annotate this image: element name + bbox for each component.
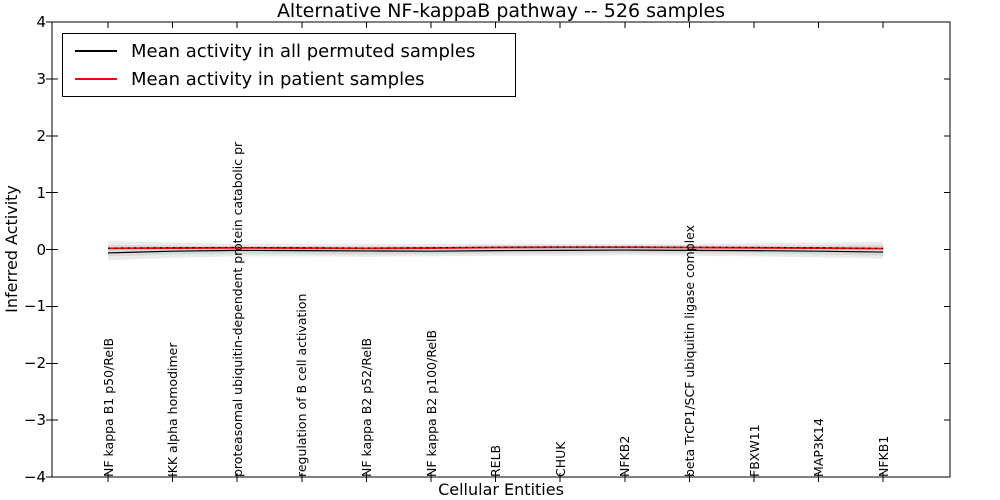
legend-red-line-icon [75,78,117,80]
legend: Mean activity in all permuted samples Me… [62,33,516,97]
legend-label-permuted: Mean activity in all permuted samples [131,40,476,62]
legend-item-patient: Mean activity in patient samples [63,69,515,90]
chart-title: Alternative NF-kappaB pathway -- 526 sam… [276,0,726,22]
series-line-0 [107,249,884,254]
series-line-1 [107,246,884,250]
legend-black-line-icon [75,50,117,52]
legend-item-permuted: Mean activity in all permuted samples [63,41,515,62]
legend-label-patient: Mean activity in patient samples [131,68,425,90]
x-axis-label: Cellular Entities [438,480,564,499]
